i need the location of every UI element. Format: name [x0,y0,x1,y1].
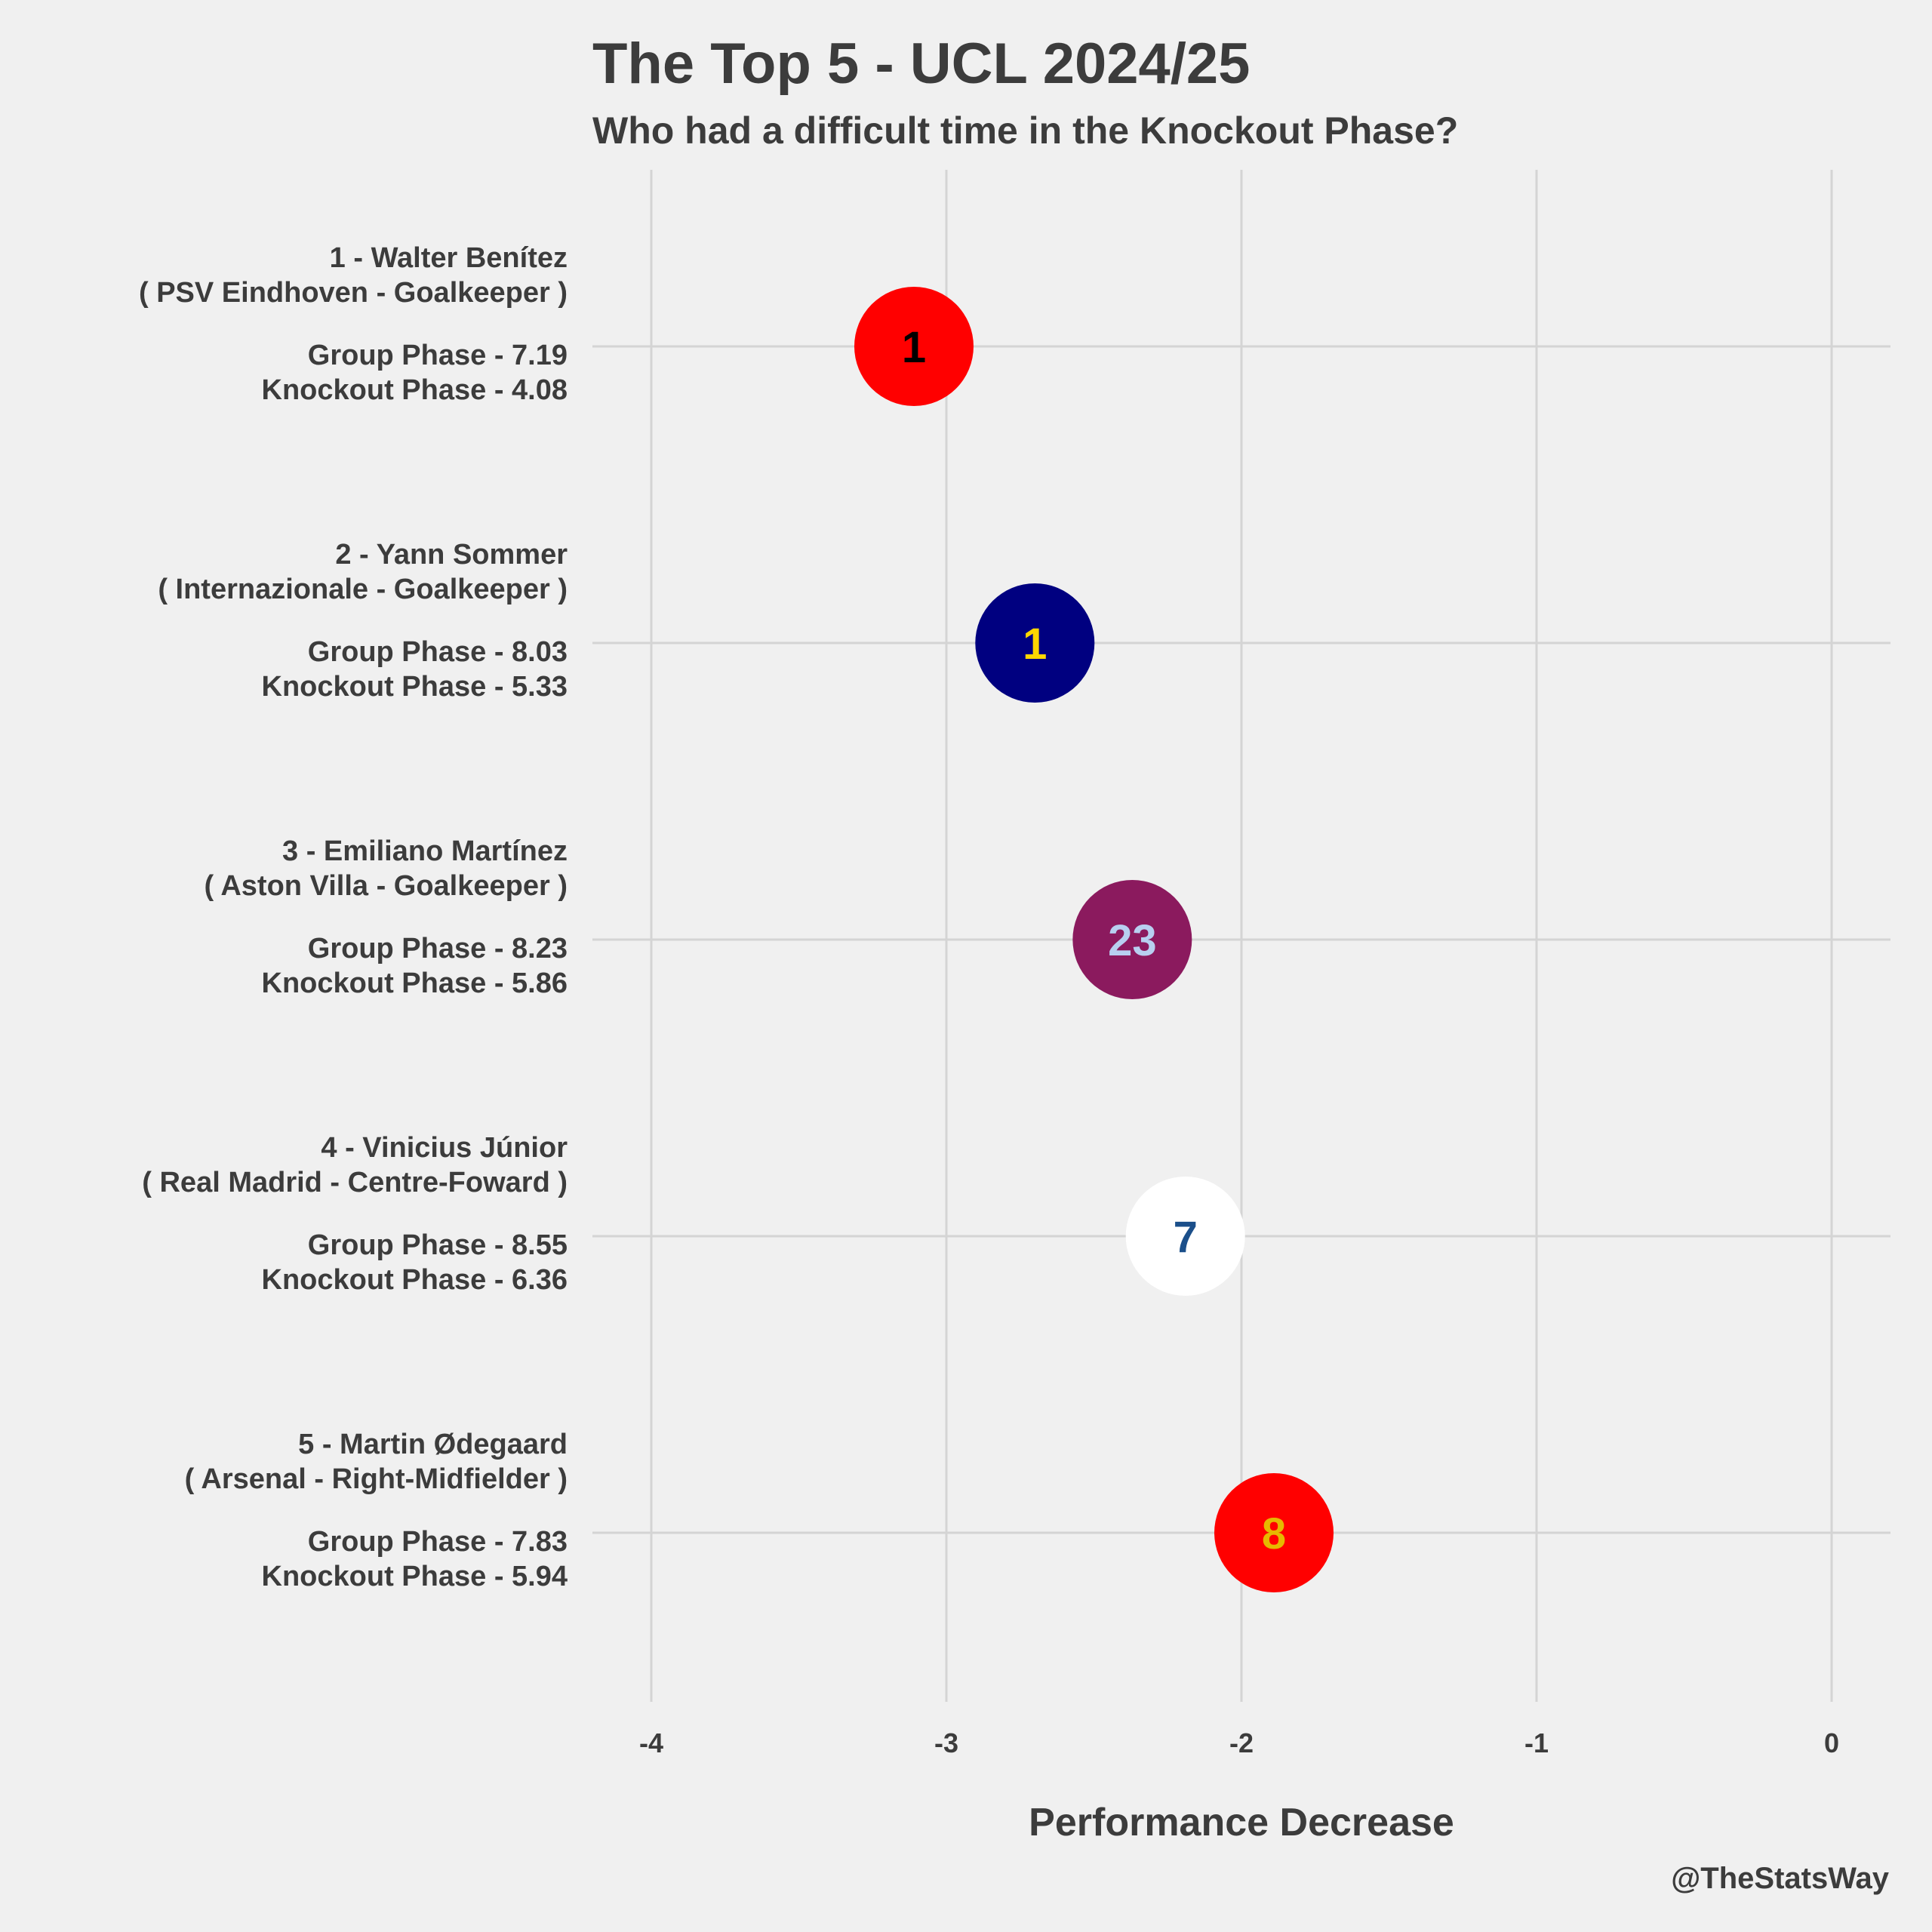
x-tick-label: 0 [1824,1727,1839,1758]
data-points: 1 1 23 7 8 [854,287,1334,1592]
group-phase-label: Group Phase - 7.19 [308,340,568,371]
data-point [1072,880,1192,999]
knockout-phase-label: Knockout Phase - 5.86 [262,968,568,999]
credit-text: @TheStatsWay [1671,1862,1889,1895]
data-point [854,287,974,406]
player-club-label: ( Real Madrid - Centre-Foward ) [142,1167,568,1198]
player-name-label: 5 - Martin Ødegaard [298,1429,568,1460]
player-club-label: ( PSV Eindhoven - Goalkeeper ) [139,277,568,309]
chart-subtitle: Who had a difficult time in the Knockout… [592,109,1458,152]
player-name-label: 1 - Walter Benítez [330,242,568,274]
group-phase-label: Group Phase - 8.23 [308,933,568,964]
x-tick-label: -1 [1524,1727,1549,1758]
grid [592,170,1890,1702]
x-tick-label: -2 [1229,1727,1254,1758]
chart-title: The Top 5 - UCL 2024/25 [592,32,1250,96]
x-tick-label: -4 [639,1727,663,1758]
player-club-label: ( Internazionale - Goalkeeper ) [158,574,568,605]
knockout-phase-label: Knockout Phase - 5.33 [262,671,568,703]
group-phase-label: Group Phase - 7.83 [308,1526,568,1558]
shirt-number-label: 1 [1023,620,1047,669]
x-axis-label: Performance Decrease [1029,1801,1454,1844]
data-point [1214,1473,1334,1592]
data-point [1125,1177,1245,1296]
group-phase-label: Group Phase - 8.55 [308,1229,568,1261]
knockout-phase-label: Knockout Phase - 6.36 [262,1264,568,1296]
x-ticks: -4 -3 -2 -1 0 [639,1727,1839,1758]
shirt-number-label: 23 [1108,916,1157,965]
player-club-label: ( Aston Villa - Goalkeeper ) [205,870,568,902]
shirt-number-label: 8 [1262,1509,1286,1558]
player-name-label: 4 - Vinicius Júnior [321,1132,568,1164]
data-point [975,583,1095,703]
group-phase-label: Group Phase - 8.03 [308,636,568,668]
y-labels: 1 - Walter Benítez( PSV Eindhoven - Goal… [139,242,568,1592]
player-club-label: ( Arsenal - Right-Midfielder ) [185,1463,568,1495]
shirt-number-label: 7 [1174,1213,1198,1262]
player-name-label: 3 - Emiliano Martínez [282,835,568,867]
knockout-phase-label: Knockout Phase - 5.94 [262,1561,568,1592]
knockout-phase-label: Knockout Phase - 4.08 [262,374,568,406]
shirt-number-label: 1 [902,323,926,372]
x-tick-label: -3 [934,1727,958,1758]
player-name-label: 2 - Yann Sommer [335,539,568,571]
